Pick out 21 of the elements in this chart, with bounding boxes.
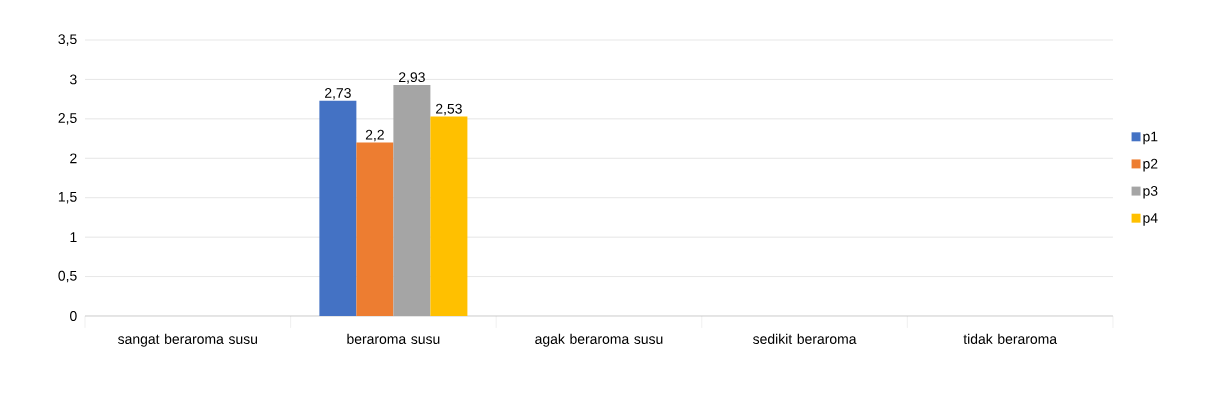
legend-label: p2 (1143, 158, 1158, 172)
data-label: 2,2 (365, 129, 384, 142)
data-label: 2,93 (399, 72, 425, 84)
legend-label: p4 (1143, 213, 1158, 226)
x-tick-label: sangat beraroma susu (118, 333, 257, 347)
y-tick-label: 3 (70, 74, 77, 85)
data-label: 2,73 (325, 87, 351, 100)
y-tick-label: 1,5 (58, 192, 77, 204)
x-tick-label: beraroma susu (347, 333, 440, 344)
y-tick-label: 2,5 (58, 113, 77, 125)
legend-label: p3 (1143, 185, 1158, 199)
x-tick-label: tidak beraroma (963, 333, 1058, 344)
x-tick-label: agak beraroma susu (535, 333, 663, 347)
y-tick-label: 2 (70, 153, 77, 164)
y-tick-label: 3,5 (58, 34, 77, 46)
y-tick-label: 1 (70, 232, 77, 242)
data-label: 2,53 (436, 103, 462, 116)
y-tick-label: 0,5 (58, 270, 77, 283)
x-tick-label: sedikit beraroma (753, 333, 857, 344)
y-tick-label: 0 (70, 311, 77, 321)
legend-label: p1 (1143, 131, 1158, 145)
